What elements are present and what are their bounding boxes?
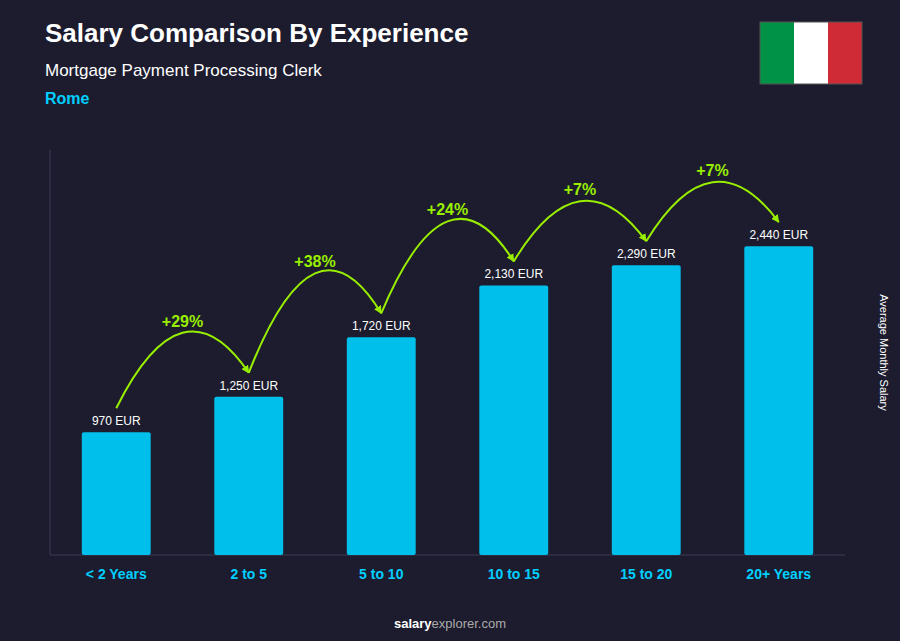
annotation: +7% — [564, 181, 596, 198]
city: Rome — [45, 90, 90, 107]
chart: Salary Comparison By Experience Mortgage … — [0, 0, 900, 641]
x-tick-label: 2 to 5 — [230, 566, 267, 582]
footer: salaryexplorer.com — [394, 616, 506, 631]
arrow — [249, 270, 382, 373]
annotation: +38% — [294, 253, 335, 270]
annotation: +7% — [696, 162, 728, 179]
footer-part: explorer.com — [432, 616, 506, 631]
data-label: 970 EUR — [92, 414, 141, 428]
flag-border — [760, 22, 862, 84]
background — [0, 0, 900, 641]
data-label: 2,290 EUR — [617, 247, 676, 261]
data-label: 1,250 EUR — [219, 379, 278, 393]
bars — [82, 246, 813, 555]
footer-part: salary — [394, 616, 432, 631]
bar — [612, 265, 681, 555]
flag — [760, 22, 862, 84]
arrow — [646, 182, 779, 241]
data-label: 2,130 EUR — [484, 267, 543, 281]
data-label: 1,720 EUR — [352, 319, 411, 333]
bar — [479, 285, 548, 555]
annotation: +24% — [427, 201, 468, 218]
arrow — [116, 331, 249, 408]
flag-stripe — [828, 22, 862, 84]
annotation: +29% — [162, 313, 203, 330]
bar — [214, 397, 283, 555]
bar — [347, 337, 416, 555]
bar — [82, 432, 151, 555]
x-tick-label: 5 to 10 — [359, 566, 404, 582]
arrow — [381, 219, 514, 313]
y-axis-label: Average Monthly Salary — [878, 294, 890, 411]
flag-stripe — [760, 22, 794, 84]
x-tick-label: 10 to 15 — [488, 566, 540, 582]
title: Salary Comparison By Experience — [45, 18, 468, 48]
arrow — [514, 201, 647, 262]
flag-stripe — [794, 22, 828, 84]
x-tick-label: 20+ Years — [746, 566, 811, 582]
y-axis-line — [50, 150, 51, 555]
x-axis-line — [50, 555, 845, 556]
data-label: 2,440 EUR — [749, 228, 808, 242]
x-tick-label: 15 to 20 — [620, 566, 672, 582]
subtitle: Mortgage Payment Processing Clerk — [45, 61, 322, 80]
bar — [744, 246, 813, 555]
x-tick-label: < 2 Years — [86, 566, 147, 582]
